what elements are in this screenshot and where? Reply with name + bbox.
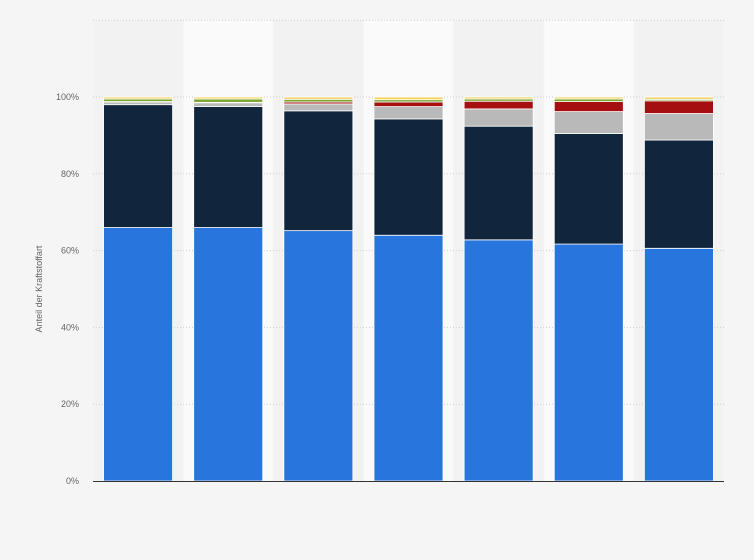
- bar-segment: [644, 139, 714, 249]
- y-tick-label: 60%: [61, 246, 79, 256]
- bar-segment: [373, 234, 444, 482]
- bar-segment: [103, 101, 173, 106]
- bar-segment: [644, 100, 714, 114]
- bar-segment: [553, 96, 624, 100]
- bar-segment: [193, 102, 264, 108]
- y-tick-label: 0%: [66, 476, 79, 486]
- bar-segment: [553, 101, 624, 112]
- bar-segment: [283, 96, 354, 100]
- bar-segment: [373, 118, 444, 236]
- bar-segment: [193, 227, 264, 482]
- y-tick-label: 80%: [61, 169, 79, 179]
- y-tick-label: 40%: [61, 322, 79, 332]
- bar-segment: [373, 106, 444, 120]
- bar-segment: [644, 247, 714, 482]
- bar-segment: [103, 96, 173, 100]
- y-axis-ticks: 0% 20% 40% 60% 80% 100%: [56, 92, 79, 486]
- y-axis-label: Anteil der Kraftstoffart: [34, 245, 44, 332]
- bar-segment: [103, 98, 173, 103]
- bar-segment: [463, 108, 534, 127]
- bar-segment: [463, 100, 534, 110]
- bar-segment: [103, 104, 173, 228]
- bar-segment: [283, 103, 354, 112]
- bar-segment: [193, 96, 264, 100]
- bars: [103, 96, 714, 482]
- bar-segment: [103, 227, 173, 482]
- bar-segment: [463, 239, 534, 482]
- bar-segment: [193, 106, 264, 228]
- bar-segment: [553, 243, 624, 482]
- bar-segment: [553, 133, 624, 245]
- bar-segment: [644, 113, 714, 141]
- bar-segment: [463, 125, 534, 241]
- bar-segment: [283, 98, 354, 103]
- bar-segment: [553, 98, 624, 103]
- bar-segment: [463, 96, 534, 100]
- bar-segment: [373, 96, 444, 101]
- bar-segment: [644, 96, 714, 100]
- bar-segment: [283, 230, 354, 482]
- bar-segment: [373, 101, 444, 107]
- bar-segment: [553, 111, 624, 134]
- bar-segment: [193, 98, 264, 103]
- y-tick-label: 100%: [56, 92, 79, 102]
- y-tick-label: 20%: [61, 399, 79, 409]
- bar-segment: [283, 110, 354, 232]
